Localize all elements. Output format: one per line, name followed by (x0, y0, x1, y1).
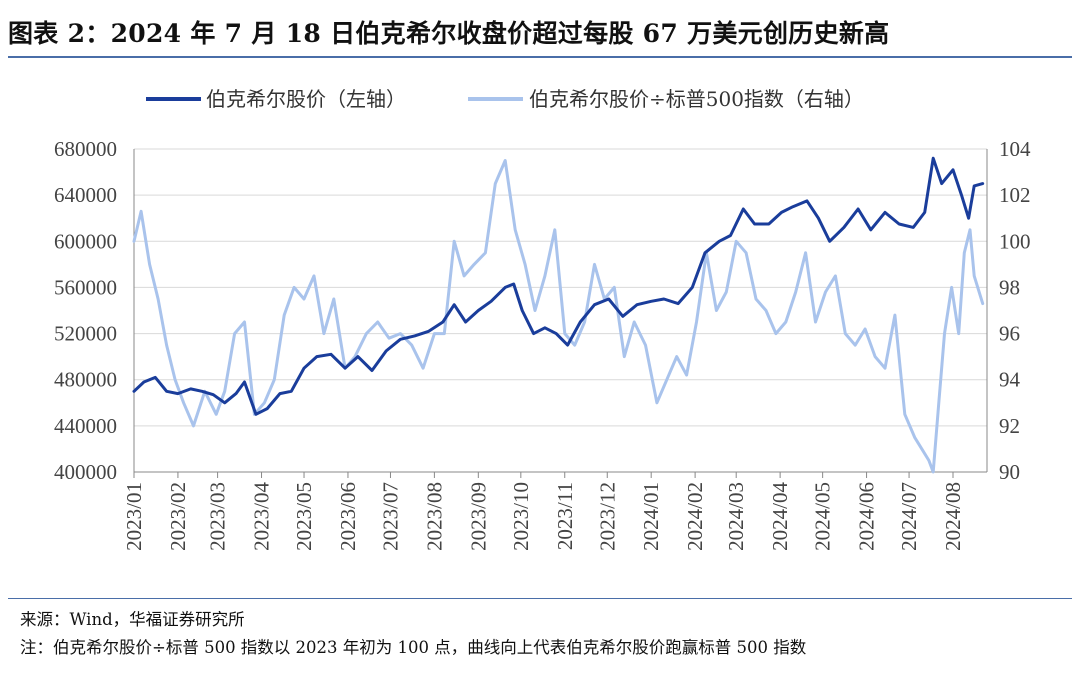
title-rule (8, 56, 1072, 58)
x-tick-label: 2023/03 (206, 482, 230, 551)
x-tick-label: 2023/04 (250, 482, 274, 551)
x-tick-label: 2023/12 (595, 482, 619, 551)
x-tick-label: 2023/08 (422, 482, 446, 551)
left-tick-label: 440000 (54, 414, 117, 438)
x-tick-label: 2024/03 (724, 482, 748, 551)
x-tick-label: 2023/06 (336, 482, 360, 551)
x-tick-label: 2024/04 (768, 482, 792, 551)
left-axis-ticks: 400000 440000 480000 520000 560000 600000 6400… (54, 137, 117, 484)
x-tick-label: 2023/09 (466, 482, 490, 551)
left-tick-label: 640000 (54, 183, 117, 207)
right-tick-label: 100 (999, 229, 1031, 253)
right-tick-label: 94 (999, 368, 1021, 392)
legend: 伯克希尔股价（左轴） 伯克希尔股价÷标普500指数（右轴） (146, 87, 864, 111)
right-tick-label: 102 (999, 183, 1031, 207)
source-note: 来源：Wind，华福证券研究所 (20, 610, 245, 629)
left-tick-label: 400000 (54, 460, 117, 484)
legend-label-primary: 伯克希尔股价（左轴） (206, 87, 406, 111)
x-tick-label: 2024/06 (855, 482, 879, 551)
x-axis-ticks: 2023/01 2023/02 2023/03 2023/04 2023/05 2023/… (122, 472, 965, 551)
footer-rule (8, 598, 1072, 599)
right-tick-label: 98 (999, 275, 1020, 299)
x-tick-label: 2024/02 (683, 482, 707, 551)
x-tick-label: 2023/07 (378, 482, 402, 551)
left-tick-label: 680000 (54, 137, 117, 161)
axes (133, 149, 988, 473)
left-tick-label: 560000 (54, 275, 117, 299)
x-tick-label: 2024/05 (811, 482, 835, 551)
left-tick-label: 480000 (54, 368, 117, 392)
x-tick-label: 2024/01 (639, 482, 663, 551)
x-tick-label: 2023/01 (122, 482, 146, 551)
series-line-ratio (132, 159, 985, 474)
x-tick-label: 2023/05 (292, 482, 316, 551)
left-tick-label: 600000 (54, 229, 117, 253)
chart-svg: 伯克希尔股价（左轴） 伯克希尔股价÷标普500指数（右轴） 400000 4400… (54, 87, 1031, 551)
right-tick-label: 90 (999, 460, 1020, 484)
x-tick-label: 2024/08 (941, 482, 965, 551)
x-tick-label: 2023/02 (166, 482, 190, 551)
right-axis-ticks: 90 92 94 96 98 100 102 104 (999, 137, 1031, 484)
x-tick-label: 2023/11 (553, 482, 577, 550)
gridlines (134, 148, 987, 473)
left-tick-label: 520000 (54, 322, 117, 346)
series-line-price (132, 156, 985, 416)
chart-title: 图表 2：2024 年 7 月 18 日伯克希尔收盘价超过每股 67 万美元创历… (8, 19, 890, 48)
right-tick-label: 92 (999, 414, 1020, 438)
right-tick-label: 96 (999, 322, 1020, 346)
legend-label-secondary: 伯克希尔股价÷标普500指数（右轴） (529, 87, 864, 111)
footnote: 注：伯克希尔股价÷标普 500 指数以 2023 年初为 100 点，曲线向上代… (20, 638, 807, 657)
x-tick-label: 2024/07 (897, 482, 921, 551)
x-tick-label: 2023/10 (509, 482, 533, 551)
right-tick-label: 104 (999, 137, 1031, 161)
series-layer (132, 156, 985, 474)
